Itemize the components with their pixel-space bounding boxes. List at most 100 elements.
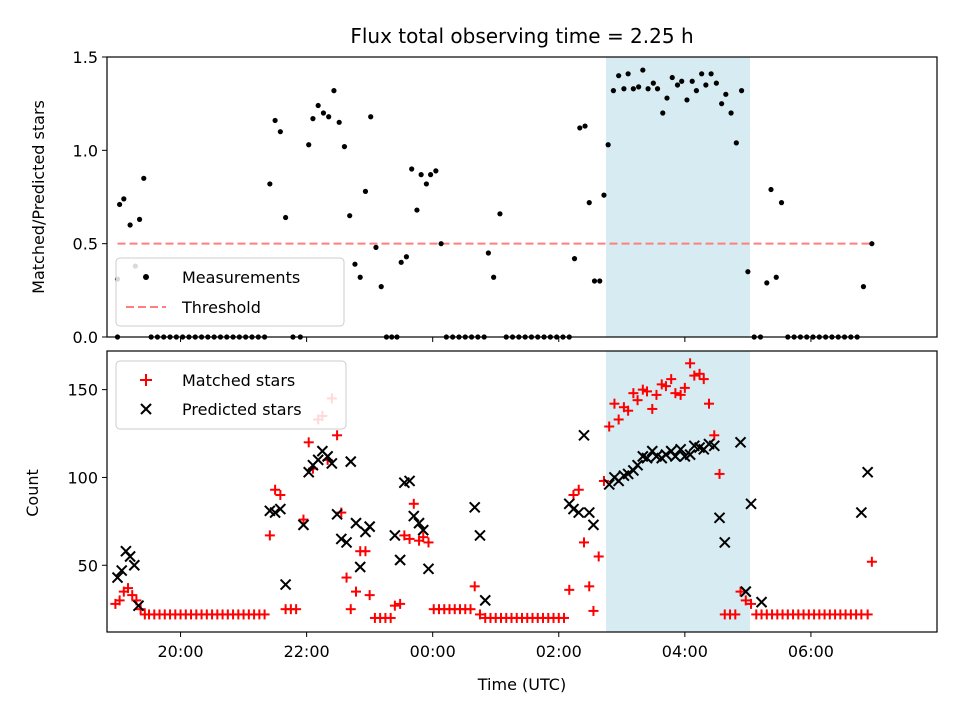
matched-star-point	[474, 609, 485, 620]
matched-star-point	[418, 532, 429, 543]
matched-star-point	[675, 389, 686, 400]
bottom-legend: Matched stars Predicted stars	[115, 360, 347, 430]
bottom-axes-frame	[106, 350, 938, 633]
predicted-star-point	[734, 436, 747, 449]
predicted-star-point	[331, 508, 343, 521]
y-tick-label: 0.5	[73, 235, 98, 254]
predicted-star-point	[363, 520, 376, 533]
measurement-point	[283, 214, 289, 221]
measurement-point	[745, 269, 751, 275]
measurement-point	[654, 86, 661, 92]
measurement-point	[605, 142, 611, 148]
measurement-point	[773, 274, 779, 280]
matched-star-point	[679, 382, 690, 393]
matched-star-point	[689, 370, 700, 381]
bottom-legend-box	[115, 360, 347, 430]
measurement-point	[630, 86, 636, 92]
matched-star-point	[404, 533, 415, 544]
matched-star-point	[670, 388, 681, 399]
matched-star-point	[623, 405, 634, 416]
matched-star-point	[694, 368, 705, 379]
measurement-point	[601, 192, 607, 198]
top-axes-frame	[106, 56, 938, 338]
predicted-star-point	[573, 506, 585, 519]
matched-star-point	[399, 530, 410, 541]
matched-star-point	[564, 584, 575, 595]
predicted-star-point	[713, 512, 726, 524]
predicted-star-point	[669, 450, 682, 463]
measurement-point	[433, 168, 439, 174]
measurement-point	[121, 196, 127, 202]
matched-star-point	[264, 530, 275, 541]
measurement-point	[315, 102, 321, 109]
predicted-star-point	[567, 503, 580, 515]
predicted-star-point	[578, 429, 590, 442]
measurement-point	[616, 73, 622, 79]
matched-star-point	[746, 598, 757, 609]
measurement-point	[768, 186, 774, 193]
measurement-point	[267, 181, 273, 187]
matched-star-point	[298, 514, 309, 525]
predicted-star-point	[740, 585, 752, 598]
measurement-point	[357, 274, 363, 280]
measurement-point	[362, 188, 369, 194]
predicted-star-point	[408, 510, 420, 522]
predicted-star-point	[297, 519, 310, 531]
measurement-point	[719, 101, 725, 107]
measurement-point	[723, 91, 729, 97]
matched-star-point	[578, 537, 589, 548]
predicted-star-point	[128, 559, 141, 571]
predicted-star-point	[855, 506, 868, 519]
measurement-point	[636, 84, 642, 90]
measurement-point	[650, 80, 656, 86]
measurement-point	[625, 71, 631, 77]
measurement-point	[703, 82, 709, 88]
matched-star-point	[341, 572, 352, 583]
bottom-y-ticks: 50 100 150	[67, 381, 107, 575]
matched-star-point	[651, 389, 662, 400]
matched-star-point	[360, 546, 371, 557]
predicted-star-point	[303, 466, 315, 478]
measurement-point	[713, 80, 719, 86]
measurement-point	[136, 216, 143, 222]
y-tick-label: 1.0	[73, 141, 98, 160]
measurement-point	[674, 82, 681, 88]
matched-star-point	[345, 604, 356, 615]
measurement-point	[684, 97, 690, 103]
y-tick-label: 100	[67, 468, 98, 487]
matched-star-point	[604, 421, 615, 432]
measurement-point	[610, 88, 617, 94]
x-tick-label: 06:00	[788, 642, 834, 661]
measurement-point	[117, 201, 123, 208]
predicted-star-point	[345, 455, 357, 468]
measurement-point	[591, 278, 598, 284]
matched-star-point	[642, 386, 653, 397]
measurement-point	[485, 250, 491, 256]
matched-star-point	[740, 595, 751, 606]
matched-star-point	[123, 583, 134, 594]
matched-star-point	[559, 612, 570, 623]
bottom-x-ticks: 20:00 22:00 00:00 02:00 04:00 06:00	[157, 632, 834, 661]
legend-threshold-label: Threshold	[181, 298, 261, 317]
predicted-star-point	[340, 536, 353, 549]
matched-star-point	[862, 609, 873, 620]
predicted-star-point	[755, 596, 768, 608]
top-legend: Measurements Threshold	[115, 257, 345, 327]
matched-star-point	[423, 537, 434, 548]
matched-star-point	[584, 581, 595, 592]
matched-star-point	[332, 430, 343, 441]
y-tick-label: 150	[67, 381, 98, 400]
measurement-point	[689, 78, 695, 84]
measurement-point	[336, 119, 342, 125]
predicted-star-point	[354, 561, 366, 573]
legend-measurements-marker	[143, 274, 149, 280]
matched-star-point	[709, 430, 720, 441]
predicted-star-point	[587, 519, 600, 531]
legend-predicted-marker	[140, 403, 152, 415]
measurement-point	[277, 129, 283, 135]
matched-star-point	[259, 609, 270, 620]
measurement-point	[640, 67, 646, 73]
top-legend-box	[115, 257, 345, 327]
y-tick-label: 0.0	[73, 328, 98, 347]
